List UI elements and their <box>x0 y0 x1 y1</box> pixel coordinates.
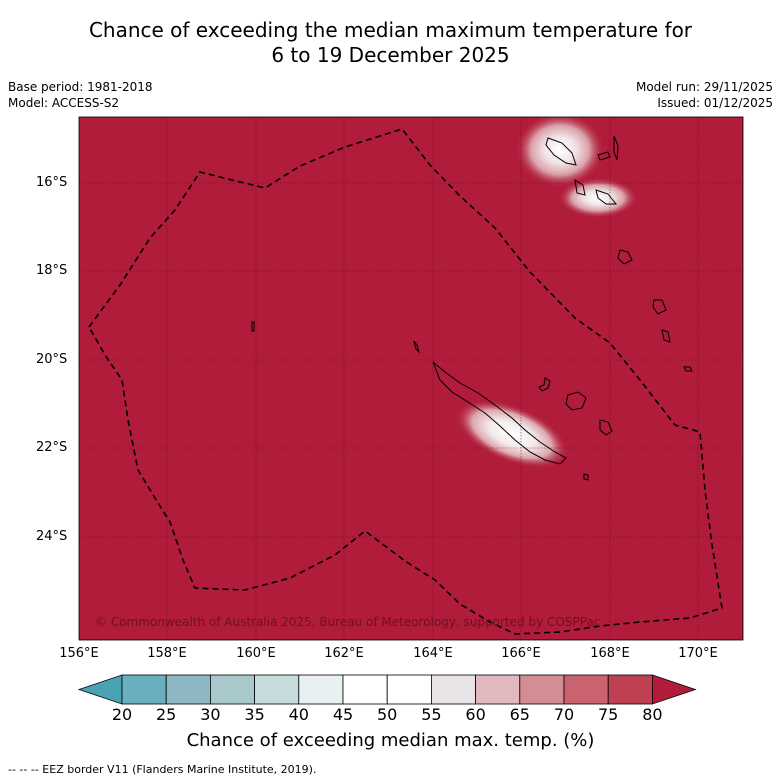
gridlines <box>79 117 743 640</box>
colorbar-tick-label: 45 <box>332 705 354 724</box>
lon-label-156e: 156°E <box>59 646 99 661</box>
colorbar-segment <box>386 674 432 705</box>
meta-left: Base period: 1981-2018 Model: ACCESS-S2 <box>8 79 153 111</box>
colorbar-segment <box>607 674 653 705</box>
lat-label-20s: 20°S <box>36 352 68 367</box>
efate <box>617 249 633 265</box>
colorbar-tick-label: 60 <box>465 705 486 724</box>
colorbar-tick-label: 35 <box>244 705 265 724</box>
isle-of-pines <box>583 473 589 481</box>
lat-label-24s: 24°S <box>36 529 68 544</box>
aneityum <box>683 366 693 372</box>
vanuatu-central <box>595 189 618 205</box>
small-island-west <box>251 321 255 332</box>
colorbar-segment <box>209 674 255 705</box>
lon-label-168e: 168°E <box>590 646 630 661</box>
mare <box>599 419 613 436</box>
base-period: Base period: 1981-2018 <box>8 80 153 94</box>
belep-islands <box>413 340 421 354</box>
colorbar-tick-label: 40 <box>288 705 309 724</box>
lat-label-16s: 16°S <box>36 175 68 190</box>
low-chance-area-south <box>455 399 569 469</box>
colorbar-segment <box>475 674 521 705</box>
colorbar-tick-label: 80 <box>642 705 663 724</box>
colorbar-tick-label: 50 <box>377 705 398 724</box>
colorbar-tick-label: 75 <box>598 705 619 724</box>
espiritu-santo <box>545 137 577 166</box>
colorbar-segment <box>519 674 565 705</box>
colorbar-segment <box>298 674 344 705</box>
colorbar-segment <box>121 674 167 705</box>
colorbar-segment <box>430 674 476 705</box>
lon-label-164e: 164°E <box>413 646 453 661</box>
lon-label-158e: 158°E <box>147 646 187 661</box>
colorbar-tick-label: 20 <box>111 705 133 724</box>
lon-label-170e: 170°E <box>678 646 718 661</box>
tanna <box>661 329 671 343</box>
lon-label-166e: 166°E <box>501 646 541 661</box>
colorbar-tick-label: 55 <box>421 705 442 724</box>
colorbar-title: Chance of exceeding median max. temp. (%… <box>186 730 595 751</box>
low-chance-area-north <box>515 117 605 188</box>
copyright-notice: © Commonwealth of Australia 2025, Bureau… <box>95 615 600 629</box>
ouvea <box>538 377 551 392</box>
colorbar-arrow-low <box>77 674 123 705</box>
ambae <box>597 151 611 161</box>
colorbar-tick-label: 25 <box>156 705 177 724</box>
title-line-2: 6 to 19 December 2025 <box>271 43 510 67</box>
lifou <box>565 391 587 411</box>
model-run: Model run: 29/11/2025 <box>635 80 773 94</box>
issued-date: Issued: 01/12/2025 <box>657 96 773 110</box>
colorbar-segment <box>563 674 609 705</box>
title-line-1: Chance of exceeding the median maximum t… <box>88 18 693 42</box>
lon-label-162e: 162°E <box>324 646 364 661</box>
map-frame <box>78 116 744 641</box>
lon-label-160e: 160°E <box>236 646 276 661</box>
colorbar-segment <box>254 674 300 705</box>
colorbar-tick-label: 65 <box>509 705 530 724</box>
colorbar-segment <box>342 674 388 705</box>
maewo <box>613 135 619 161</box>
lat-label-18s: 18°S <box>36 263 68 278</box>
colorbar-arrow-high <box>652 674 697 705</box>
new-caledonia-coast <box>432 361 567 465</box>
lat-label-22s: 22°S <box>36 440 68 455</box>
malekula <box>574 178 586 196</box>
colorbar-segment <box>165 674 211 705</box>
colorbar-tick-label: 30 <box>200 705 221 724</box>
eez-legend-footnote: -- -- -- EEZ border V11 (Flanders Marine… <box>8 763 317 776</box>
chart-title: Chance of exceeding the median maximum t… <box>0 18 781 68</box>
model-name: Model: ACCESS-S2 <box>8 96 120 110</box>
colorbar-tick-label: 70 <box>553 705 575 724</box>
eez-border <box>88 128 723 635</box>
meta-right: Model run: 29/11/2025 Issued: 01/12/2025 <box>636 79 773 111</box>
erromango <box>652 299 667 315</box>
